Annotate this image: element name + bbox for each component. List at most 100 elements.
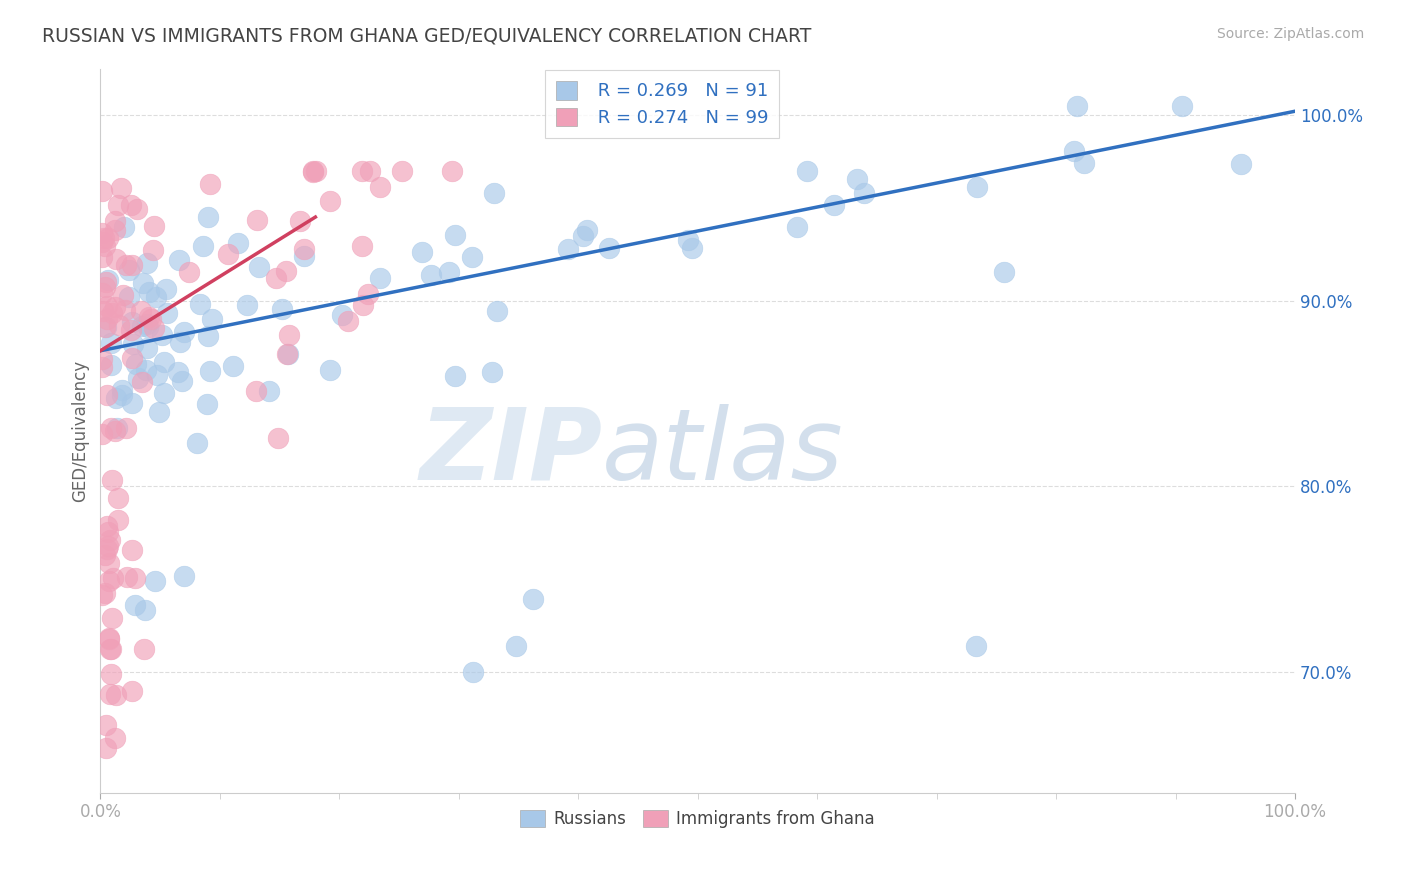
Point: [104, 300, 127, 314]
Point: [136, 319, 159, 334]
Point: [148, 405, 170, 419]
Point: [94, 319, 117, 334]
Point: [115, 421, 138, 435]
Point: [101, 611, 124, 625]
Point: [97, 272, 120, 286]
Point: [522, 592, 544, 607]
Point: [129, 304, 152, 318]
Point: [142, 219, 165, 233]
Point: [97, 231, 120, 245]
Point: [121, 396, 143, 410]
Point: [135, 317, 157, 331]
Point: [226, 235, 249, 250]
Point: [100, 667, 122, 681]
Point: [105, 421, 128, 435]
Point: [461, 250, 484, 264]
Point: [96, 542, 118, 557]
Point: [169, 253, 191, 268]
Point: [94, 586, 117, 600]
Point: [94, 239, 117, 253]
Point: [121, 683, 143, 698]
Point: [136, 256, 159, 270]
Point: [138, 310, 160, 324]
Point: [98, 533, 121, 547]
Point: [247, 260, 270, 274]
Point: [302, 164, 325, 178]
Point: [786, 220, 808, 235]
Point: [115, 570, 138, 584]
Point: [94, 275, 117, 289]
Point: [330, 308, 353, 322]
Point: [188, 297, 211, 311]
Point: [1063, 144, 1085, 158]
Point: [90, 426, 112, 441]
Point: [368, 271, 391, 285]
Point: [198, 364, 221, 378]
Point: [169, 334, 191, 349]
Point: [173, 568, 195, 582]
Point: [98, 574, 121, 588]
Point: [94, 548, 117, 562]
Point: [135, 363, 157, 377]
Point: [90, 286, 112, 301]
Point: [93, 231, 115, 245]
Point: [117, 263, 139, 277]
Point: [352, 298, 374, 312]
Point: [440, 163, 463, 178]
Legend: Russians, Immigrants from Ghana: Russians, Immigrants from Ghana: [513, 804, 882, 835]
Point: [114, 219, 136, 234]
Point: [114, 302, 136, 317]
Point: [142, 243, 165, 257]
Point: [222, 359, 245, 373]
Point: [115, 258, 138, 272]
Point: [419, 268, 441, 282]
Point: [98, 632, 121, 647]
Point: [103, 223, 125, 237]
Point: [111, 388, 134, 402]
Point: [319, 194, 342, 208]
Point: [134, 603, 156, 617]
Point: [411, 244, 433, 259]
Point: [104, 213, 127, 227]
Point: [120, 322, 142, 336]
Point: [107, 513, 129, 527]
Point: [96, 519, 118, 533]
Point: [486, 303, 509, 318]
Point: [966, 180, 988, 194]
Point: [111, 383, 134, 397]
Point: [572, 229, 595, 244]
Point: [97, 539, 120, 553]
Point: [437, 265, 460, 279]
Point: [350, 239, 373, 253]
Point: [823, 198, 845, 212]
Point: [98, 641, 121, 656]
Point: [104, 424, 127, 438]
Point: [155, 282, 177, 296]
Point: [107, 491, 129, 506]
Point: [94, 280, 117, 294]
Point: [121, 543, 143, 558]
Point: [107, 198, 129, 212]
Point: [143, 321, 166, 335]
Point: [350, 163, 373, 178]
Point: [105, 252, 128, 266]
Point: [598, 241, 620, 255]
Point: [245, 384, 267, 398]
Point: [96, 387, 118, 401]
Point: [201, 312, 224, 326]
Point: [156, 306, 179, 320]
Point: [90, 184, 112, 198]
Point: [90, 226, 112, 240]
Point: [179, 264, 201, 278]
Point: [100, 305, 122, 319]
Point: [278, 328, 301, 343]
Point: [96, 311, 118, 326]
Point: [443, 227, 465, 242]
Point: [120, 198, 142, 212]
Point: [108, 318, 131, 333]
Point: [198, 177, 221, 191]
Point: [292, 249, 315, 263]
Point: [1073, 156, 1095, 170]
Point: [481, 365, 503, 379]
Point: [444, 368, 467, 383]
